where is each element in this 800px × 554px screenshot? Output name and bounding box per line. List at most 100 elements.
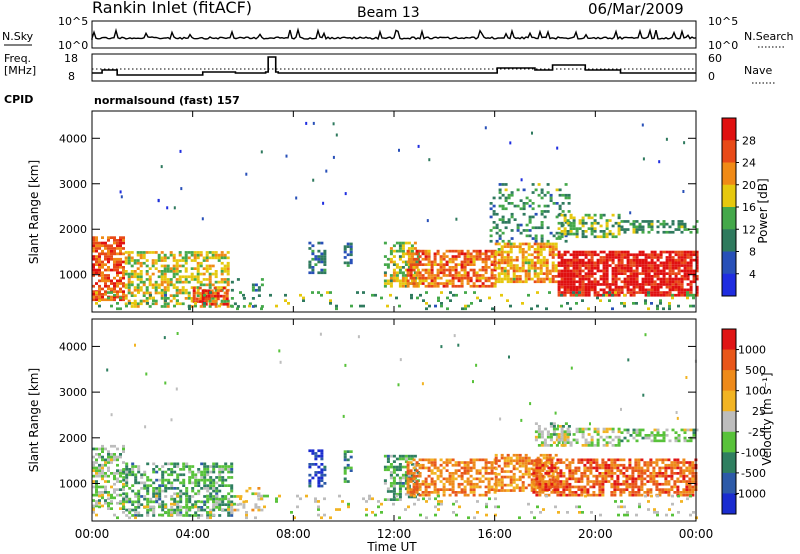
data-cell	[500, 248, 504, 251]
data-cell	[506, 459, 510, 463]
data-cell	[344, 363, 347, 367]
data-cell	[611, 444, 615, 447]
data-cell	[404, 482, 408, 485]
data-cell	[506, 277, 510, 281]
data-cell	[481, 276, 485, 280]
data-cell	[659, 439, 663, 443]
data-cell	[389, 279, 393, 283]
data-cell	[596, 221, 600, 225]
data-cell	[481, 282, 485, 285]
data-cell	[611, 250, 615, 254]
data-cell	[680, 280, 684, 284]
data-cell	[104, 247, 107, 250]
data-cell	[487, 461, 491, 464]
data-cell	[500, 280, 504, 284]
data-cell	[418, 485, 422, 489]
data-cell	[172, 286, 176, 289]
data-cell	[176, 478, 180, 482]
data-cell	[145, 297, 149, 300]
data-cell	[140, 473, 144, 477]
data-cell	[623, 304, 626, 308]
data-cell	[659, 434, 663, 437]
data-cell	[533, 516, 536, 520]
data-cell	[498, 188, 502, 192]
data-cell	[626, 269, 630, 273]
data-cell	[490, 461, 494, 464]
data-cell	[107, 260, 110, 264]
data-cell	[659, 253, 663, 257]
data-cell	[575, 275, 579, 278]
data-cell	[98, 304, 101, 308]
data-cell	[642, 393, 645, 397]
data-cell	[533, 261, 537, 265]
data-cell	[199, 251, 203, 254]
data-cell	[548, 248, 552, 251]
data-cell	[622, 466, 626, 470]
data-cell	[278, 349, 281, 353]
data-cell	[95, 282, 98, 285]
data-cell	[671, 272, 675, 275]
data-cell	[401, 454, 405, 458]
data-cell	[554, 411, 557, 415]
data-cell	[448, 461, 452, 464]
data-cell	[596, 427, 600, 431]
data-cell	[586, 474, 590, 478]
data-cell	[113, 513, 116, 517]
data-cell	[572, 272, 576, 275]
data-cell	[415, 488, 419, 491]
data-cell	[343, 469, 347, 472]
data-cell	[158, 502, 161, 506]
data-cell	[460, 279, 464, 283]
data-cell	[602, 261, 606, 265]
data-cell	[349, 258, 353, 262]
data-cell	[689, 283, 693, 286]
data-cell	[119, 249, 122, 253]
data-cell	[500, 293, 503, 297]
data-cell	[565, 488, 569, 491]
data-cell	[302, 296, 305, 300]
data-cell	[206, 506, 210, 509]
data-cell	[614, 235, 618, 239]
data-cell	[614, 272, 618, 275]
data-cell	[575, 427, 579, 431]
data-cell	[371, 511, 374, 514]
data-cell	[125, 462, 129, 466]
data-cell	[619, 458, 623, 462]
data-cell	[407, 255, 411, 258]
data-cell	[113, 444, 116, 448]
data-cell	[500, 470, 504, 473]
data-cell	[152, 462, 156, 466]
data-cell	[218, 465, 222, 468]
data-cell	[607, 469, 611, 472]
data-cell	[530, 277, 534, 281]
data-cell	[512, 467, 516, 471]
data-cell	[528, 199, 532, 202]
data-cell	[472, 284, 476, 288]
data-cell	[671, 502, 674, 506]
data-cell	[572, 280, 576, 284]
data-cell	[398, 468, 402, 472]
data-cell	[424, 249, 428, 253]
data-cell	[596, 296, 599, 300]
data-cell	[128, 302, 131, 305]
data-cell	[110, 413, 113, 417]
data-cell	[148, 297, 152, 300]
data-cell	[525, 234, 529, 238]
data-cell	[689, 293, 692, 297]
data-cell	[665, 261, 669, 265]
data-cell	[689, 269, 693, 273]
data-cell	[671, 283, 675, 286]
data-cell	[554, 266, 558, 270]
data-cell	[650, 256, 654, 259]
data-cell	[136, 275, 140, 279]
data-cell	[528, 229, 532, 232]
data-cell	[191, 470, 195, 474]
data-cell	[395, 249, 399, 253]
data-cell	[457, 474, 461, 478]
data-cell	[626, 277, 630, 281]
data-cell	[617, 430, 621, 434]
data-cell	[110, 255, 113, 258]
data-cell	[377, 500, 380, 503]
data-cell	[686, 291, 689, 294]
data-cell	[179, 513, 182, 517]
